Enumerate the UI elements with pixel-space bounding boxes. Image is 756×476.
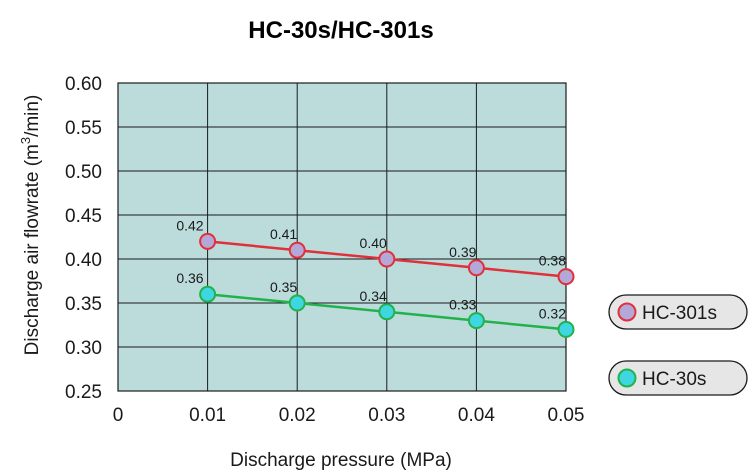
legend-label: HC-30s	[642, 369, 706, 390]
x-tick-label: 0.03	[368, 405, 405, 426]
x-tick-label: 0.02	[279, 405, 316, 426]
plot-background	[118, 83, 566, 391]
series-hc-30s: 0.36 0.35 0.34 0.33 0.32	[176, 270, 575, 338]
data-label: 0.42	[176, 217, 203, 233]
x-tick-label: 0.04	[458, 405, 495, 426]
data-point	[378, 250, 396, 268]
legend-marker	[617, 302, 637, 322]
x-tick-label: 0	[113, 405, 124, 426]
y-tick-label: 0.25	[65, 382, 102, 403]
y-axis-label-superscript: 3	[18, 137, 33, 144]
data-point	[199, 285, 217, 303]
data-point	[467, 259, 485, 277]
data-point	[288, 241, 306, 259]
series-layer: 0.42 0.41 0.40 0.39 0.38 0.36 0.35 0.34 0.33 0.32	[176, 217, 575, 338]
legend-item-hc-301s: HC-301s	[608, 294, 748, 330]
y-tick-label: 0.40	[65, 250, 102, 271]
data-point	[557, 268, 575, 286]
data-label: 0.39	[449, 244, 476, 260]
y-tick-label: 0.50	[65, 162, 102, 183]
plot-frame	[117, 82, 567, 392]
data-label: 0.41	[270, 226, 297, 242]
y-tick-label: 0.60	[65, 74, 102, 95]
x-tick-label: 0.01	[189, 405, 226, 426]
series-hc-301s: 0.42 0.41 0.40 0.39 0.38	[176, 217, 575, 286]
data-point	[199, 232, 217, 250]
y-axis-label: Discharge air flowrate (m3/min)	[18, 95, 43, 356]
chart-title: HC-30s/HC-301s	[248, 17, 433, 44]
data-label: 0.35	[270, 279, 297, 295]
data-label: 0.36	[176, 270, 203, 286]
y-tick-label: 0.45	[65, 206, 102, 227]
y-axis-label-main: Discharge air flowrate (m	[22, 144, 43, 355]
legend: HC-301s HC-30s	[608, 294, 748, 396]
y-axis-label-unit: /min)	[22, 95, 43, 137]
data-label: 0.32	[539, 305, 566, 321]
y-tick-label: 0.35	[65, 294, 102, 315]
x-axis-label: Discharge pressure (MPa)	[230, 450, 452, 471]
y-axis-ticks: 0.25 0.30 0.35 0.40 0.45 0.50 0.55 0.60	[65, 74, 102, 403]
x-tick-label: 0.05	[548, 405, 585, 426]
data-label: 0.38	[539, 253, 566, 269]
data-point	[378, 303, 396, 321]
legend-pill	[608, 294, 748, 330]
legend-item-hc-30s: HC-30s	[608, 360, 748, 396]
y-tick-label: 0.30	[65, 338, 102, 359]
data-point	[288, 294, 306, 312]
y-tick-label: 0.55	[65, 118, 102, 139]
data-label: 0.34	[360, 288, 387, 304]
data-label: 0.33	[449, 297, 476, 313]
x-axis-ticks: 0 0.01 0.02 0.03 0.04 0.05	[113, 405, 585, 426]
data-point	[467, 312, 485, 330]
legend-pill	[608, 360, 748, 396]
legend-marker	[617, 368, 637, 388]
data-label: 0.40	[360, 235, 387, 251]
data-point	[557, 320, 575, 338]
legend-label: HC-301s	[642, 303, 717, 324]
